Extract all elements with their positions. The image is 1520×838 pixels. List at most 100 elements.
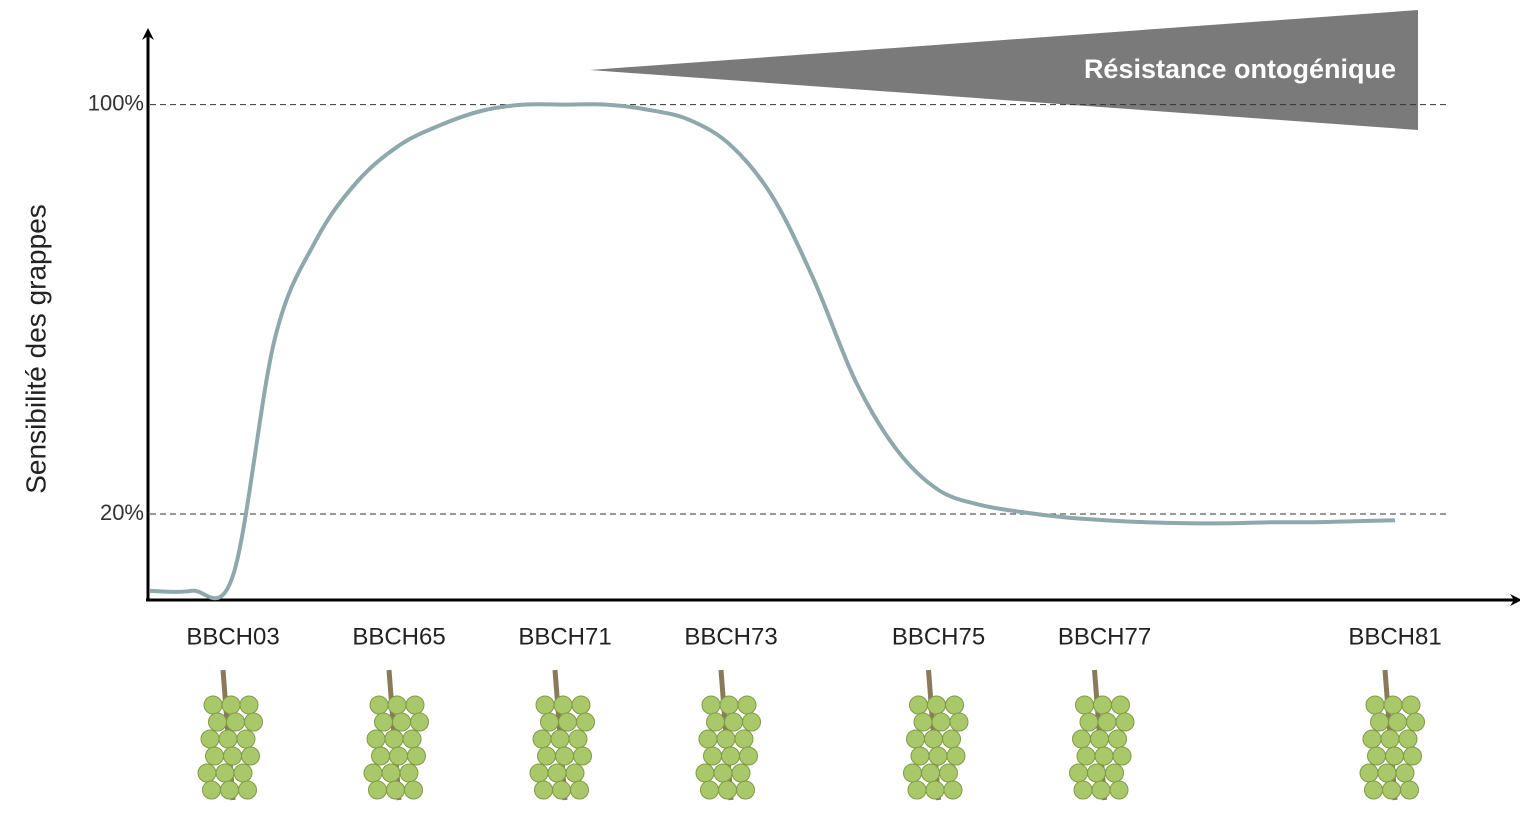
grape xyxy=(573,746,592,766)
grape xyxy=(410,712,429,732)
grape xyxy=(535,695,555,715)
grape xyxy=(1359,763,1379,783)
grape xyxy=(1108,729,1127,749)
grape xyxy=(719,695,739,715)
grape xyxy=(1388,712,1407,732)
grape xyxy=(565,763,585,783)
grape xyxy=(1406,712,1425,732)
grape xyxy=(407,746,426,766)
grape xyxy=(925,780,945,800)
grape xyxy=(197,763,217,783)
grape xyxy=(1091,780,1111,800)
grape xyxy=(1069,763,1088,783)
grape xyxy=(906,729,925,749)
grape xyxy=(399,763,419,783)
grape xyxy=(244,712,263,732)
grape xyxy=(534,780,553,800)
grape xyxy=(537,746,556,766)
grape xyxy=(529,763,549,783)
grape xyxy=(927,695,946,715)
grape xyxy=(202,780,221,800)
x-tick-label: BBCH73 xyxy=(684,623,777,650)
grape xyxy=(555,746,574,766)
grape xyxy=(532,729,552,749)
grape xyxy=(949,712,969,732)
grape xyxy=(215,763,235,783)
grape xyxy=(1395,763,1415,783)
grape xyxy=(931,712,951,732)
grape xyxy=(924,729,943,749)
grape xyxy=(1076,746,1096,766)
grape xyxy=(368,780,387,800)
grape xyxy=(1403,746,1422,766)
grape xyxy=(1115,712,1135,732)
grape xyxy=(701,695,721,715)
grape xyxy=(220,780,239,800)
grape xyxy=(1097,712,1117,732)
grape xyxy=(718,780,737,800)
grape xyxy=(736,780,755,800)
grape xyxy=(1079,712,1099,732)
grape xyxy=(374,712,393,732)
grape xyxy=(1365,695,1385,715)
x-tick-label: BBCH81 xyxy=(1348,623,1441,650)
grape xyxy=(241,746,260,766)
grape xyxy=(366,729,386,749)
x-tick-label: BBCH77 xyxy=(1058,623,1151,650)
grape xyxy=(1377,763,1397,783)
y-axis-label: Sensibilité des grappes xyxy=(20,204,51,494)
y-tick-label: 20% xyxy=(100,500,144,525)
grape xyxy=(1385,746,1404,766)
grape xyxy=(1073,780,1093,800)
grape xyxy=(369,695,389,715)
grape xyxy=(389,746,408,766)
grape xyxy=(371,746,390,766)
grape xyxy=(945,695,964,715)
grape xyxy=(731,763,751,783)
x-tick-label: BBCH71 xyxy=(518,623,611,650)
grape xyxy=(1398,729,1418,749)
grape xyxy=(698,729,718,749)
grape xyxy=(384,729,404,749)
grape xyxy=(552,780,571,800)
grape xyxy=(1090,729,1109,749)
grape xyxy=(703,746,722,766)
line xyxy=(149,102,1396,601)
grape xyxy=(386,780,405,800)
grape xyxy=(1364,780,1383,800)
grape xyxy=(226,712,245,732)
grape xyxy=(946,746,966,766)
resistance-wedge xyxy=(590,10,1418,130)
grape xyxy=(381,763,401,783)
grape xyxy=(208,712,227,732)
grape xyxy=(238,780,257,800)
grape xyxy=(1111,695,1130,715)
grape xyxy=(1383,695,1403,715)
grape xyxy=(203,695,223,715)
annotation: Résistance ontogénique xyxy=(1084,54,1396,84)
y-tick-label: 100% xyxy=(88,90,144,115)
grape xyxy=(1382,780,1401,800)
grape xyxy=(1380,729,1400,749)
grape xyxy=(405,695,425,715)
grape xyxy=(221,695,241,715)
grape xyxy=(1400,780,1419,800)
grape xyxy=(1105,763,1124,783)
grape xyxy=(1367,746,1386,766)
grape xyxy=(724,712,743,732)
grape xyxy=(568,729,588,749)
grape xyxy=(742,712,761,732)
grape xyxy=(943,780,963,800)
grape xyxy=(1072,729,1091,749)
grape xyxy=(716,729,736,749)
grape xyxy=(942,729,961,749)
grape xyxy=(737,695,757,715)
grape xyxy=(218,729,238,749)
grape xyxy=(910,746,930,766)
grape xyxy=(553,695,573,715)
grape xyxy=(1112,746,1132,766)
grape xyxy=(392,712,411,732)
grape xyxy=(713,763,733,783)
grid: 20% 100% xyxy=(88,90,1450,525)
